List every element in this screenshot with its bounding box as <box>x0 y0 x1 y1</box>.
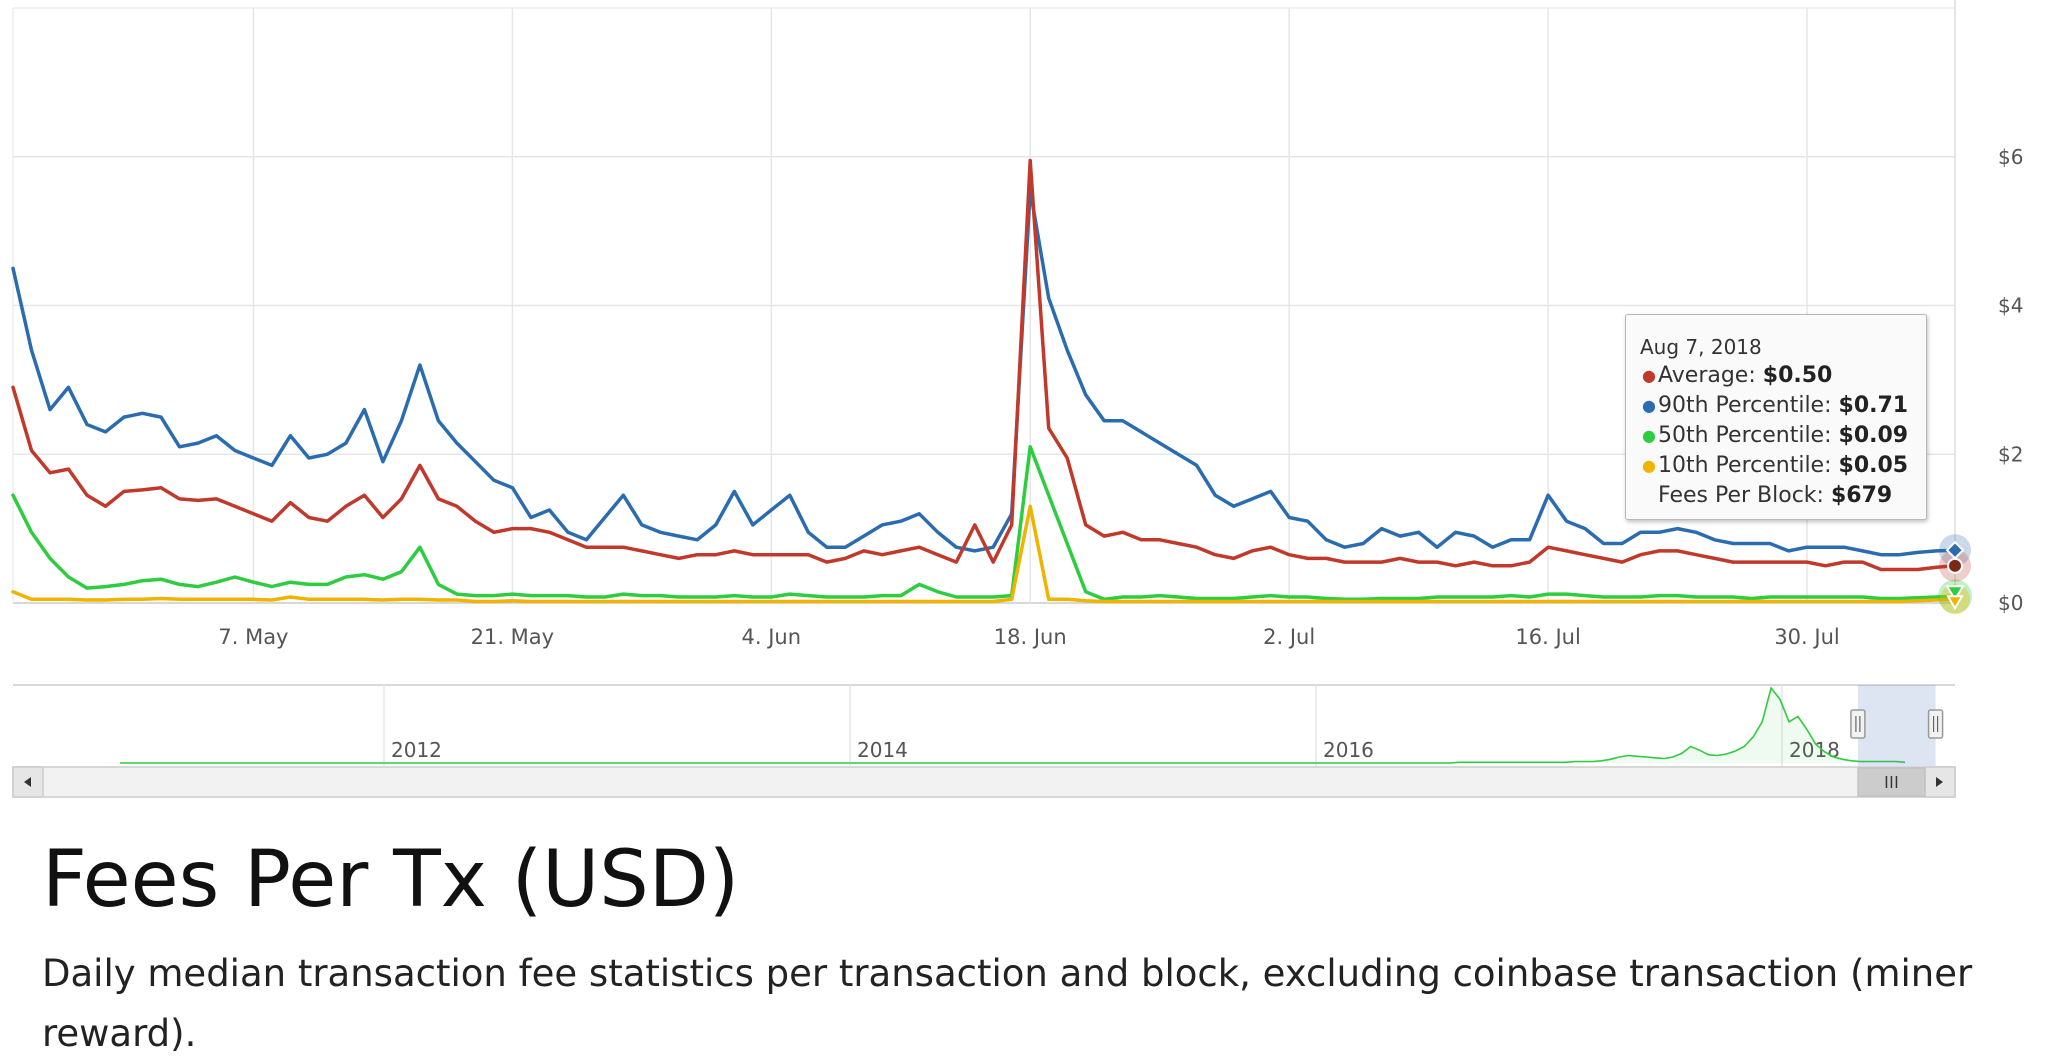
p10-dot-icon: ● <box>1642 456 1656 475</box>
tooltip-row-average: ●Average: $0.50 <box>1640 361 1912 391</box>
series-line <box>11 504 1957 604</box>
y-tick-label: $4 <box>1998 294 2023 318</box>
tooltip-label: Average: <box>1658 363 1756 388</box>
navigator-handle-icon[interactable] <box>1927 709 1944 739</box>
tooltip-value: $679 <box>1830 483 1893 508</box>
navigator-line <box>120 686 1906 764</box>
tooltip-value: $0.50 <box>1762 363 1833 388</box>
y-tick-label: $6 <box>1998 145 2023 169</box>
y-tick-label: $2 <box>1998 442 2023 466</box>
tooltip-row-fees-per-block: Fees Per Block: $679 <box>1640 481 1912 511</box>
tooltip-label: Fees Per Block: <box>1658 483 1824 508</box>
triangle-down-marker-icon <box>1945 585 1965 602</box>
navigator-year-label: 2016 <box>1323 738 1374 762</box>
navigator-selection[interactable] <box>1857 685 1936 766</box>
navigator-area <box>120 688 1905 763</box>
tooltip-value: $0.05 <box>1838 453 1909 478</box>
p90-dot-icon: ● <box>1642 396 1656 415</box>
series-line <box>11 188 1957 557</box>
chart: 7. May 21. May 4. Jun 18. Jun 2. Jul 16. Jul 3… <box>11 0 2023 798</box>
tooltip-row-10th: ●10th Percentile: $0.05 <box>1640 451 1912 481</box>
triangle-down-marker-icon <box>1946 595 1964 611</box>
chart-grid <box>12 0 1956 604</box>
page-description: Daily median transaction fee statistics … <box>42 952 1973 1055</box>
tooltip-value: $0.09 <box>1838 423 1909 448</box>
page-title: Fees Per Tx (USD) <box>42 835 740 925</box>
tooltip-label: 50th Percentile: <box>1658 423 1832 448</box>
navigator-handle-icon[interactable] <box>1850 709 1866 739</box>
chart-hover-markers <box>1938 534 1972 615</box>
x-tick-label: 16. Jul <box>1515 625 1580 649</box>
x-tick-label: 30. Jul <box>1774 625 1839 649</box>
average-dot-icon: ● <box>1642 366 1656 385</box>
series-line <box>11 158 1957 572</box>
p50-dot-icon: ● <box>1642 426 1656 445</box>
tooltip-row-50th: ●50th Percentile: $0.09 <box>1640 421 1912 451</box>
x-tick-label: 21. May <box>471 625 555 649</box>
tooltip-label: 10th Percentile: <box>1658 453 1832 478</box>
x-tick-label: 7. May <box>218 625 288 649</box>
navigator-year-label: 2012 <box>391 738 442 762</box>
series-line <box>11 445 1957 602</box>
y-axis: $0 $2 $4 $6 <box>1998 145 2023 615</box>
scrollbar-track <box>12 766 1956 798</box>
scrollbar[interactable] <box>12 766 1956 798</box>
x-tick-label: 18. Jun <box>994 625 1067 649</box>
tooltip-value: $0.71 <box>1838 393 1909 418</box>
arrow-left-icon <box>24 777 31 787</box>
x-tick-label: 4. Jun <box>742 625 802 649</box>
tooltip-row-90th: ●90th Percentile: $0.71 <box>1640 391 1912 421</box>
navigator-year-label: 2014 <box>857 738 908 762</box>
tooltip-date: Aug 7, 2018 <box>1640 335 1762 359</box>
y-tick-label: $0 <box>1998 591 2023 615</box>
navigator[interactable]: 2012 2014 2016 2018 <box>13 684 1955 766</box>
chart-tooltip: Aug 7, 2018 ●Average: $0.50 ●90th Percen… <box>1625 314 1927 520</box>
tooltip-label: 90th Percentile: <box>1658 393 1832 418</box>
x-tick-label: 2. Jul <box>1263 625 1315 649</box>
circle-marker-icon <box>1947 557 1963 574</box>
chart-series <box>11 158 1957 604</box>
arrow-right-icon <box>1936 777 1943 787</box>
x-axis: 7. May 21. May 4. Jun 18. Jun 2. Jul 16. Jul 3… <box>218 625 1839 649</box>
